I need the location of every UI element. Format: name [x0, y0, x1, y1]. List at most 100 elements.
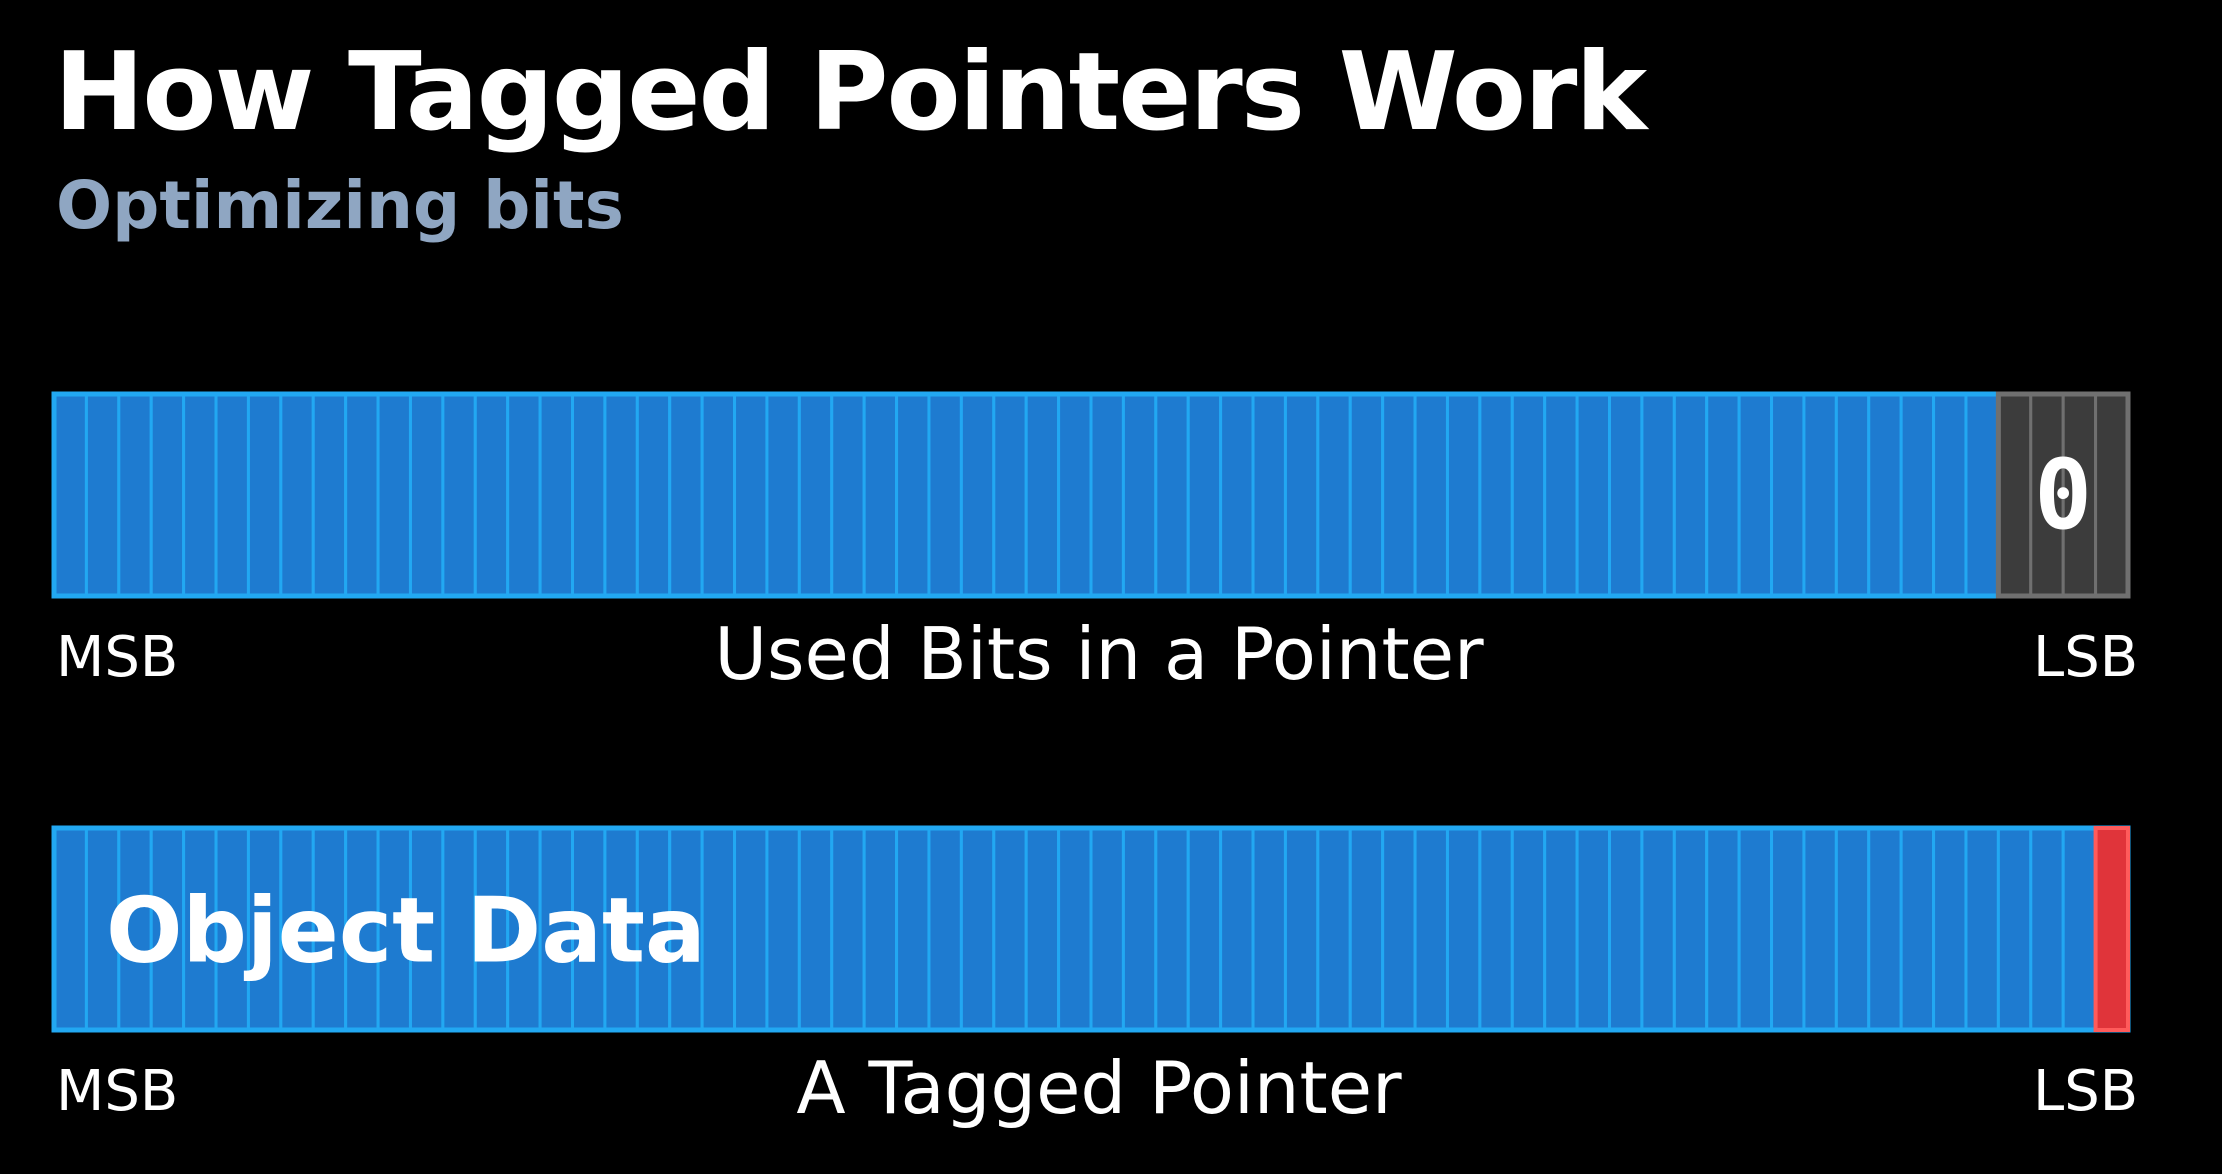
tagged-pointer-lsb-label: LSB	[2033, 1059, 2139, 1124]
used-bit-cell	[214, 392, 250, 598]
used-bits-lsb-label: LSB	[2033, 625, 2139, 690]
used-bit-cell	[1478, 392, 1514, 598]
object-data-bit-cell	[1932, 826, 1968, 1032]
object-data-bit-cell	[571, 826, 607, 1032]
tagged-pointer-bar: Object Data	[51, 825, 2131, 1033]
low-bit-cell	[2094, 392, 2130, 598]
used-bits-bar: 0	[51, 391, 2131, 599]
object-data-bit-cell	[1996, 826, 2033, 1032]
object-data-bit-cell	[1964, 826, 2000, 1032]
object-data-bit-cell	[1251, 826, 1287, 1032]
used-bit-cell	[603, 392, 639, 598]
used-bit-cell	[1154, 392, 1190, 598]
object-data-bit-cell	[1219, 826, 1255, 1032]
object-data-bit-cell	[992, 826, 1028, 1032]
low-bits-zero-label: 0	[2034, 439, 2092, 551]
object-data-bit-cell	[52, 826, 88, 1032]
used-bit-cell	[344, 392, 380, 598]
object-data-bit-cell	[733, 826, 769, 1032]
low-bits-outline	[1995, 391, 2131, 599]
used-bit-cell	[473, 392, 510, 598]
used-bit-cell	[635, 392, 672, 598]
object-data-bit-cell	[1899, 826, 1936, 1032]
object-data-bit-cell	[538, 826, 574, 1032]
used-bit-cell	[182, 392, 218, 598]
object-data-bit-cell	[1057, 826, 1093, 1032]
used-bit-cell	[1121, 392, 1158, 598]
used-bit-cell	[1316, 392, 1352, 598]
used-bit-cell	[117, 392, 153, 598]
object-data-bit-cell	[1543, 826, 1579, 1032]
used-bit-cell	[1932, 392, 1968, 598]
used-bit-cell	[1024, 392, 1061, 598]
used-bit-cell	[1283, 392, 1320, 598]
object-data-bit-cell	[959, 826, 996, 1032]
used-bit-cell	[862, 392, 899, 598]
slide-title: How Tagged Pointers Work	[54, 30, 1647, 155]
object-data-bit-cell	[1802, 826, 1838, 1032]
tagged-pointer-msb-label: MSB	[56, 1059, 179, 1124]
used-bit-cell	[149, 392, 186, 598]
object-data-bit-cell	[1737, 826, 1774, 1032]
used-bit-cell	[959, 392, 996, 598]
used-bit-cell	[52, 392, 88, 598]
object-data-bit-cell	[797, 826, 834, 1032]
object-data-bit-cell	[1640, 826, 1676, 1032]
used-bit-cell	[1543, 392, 1579, 598]
used-bit-cell	[408, 392, 445, 598]
object-data-bit-cell	[1089, 826, 1125, 1032]
used-bit-cell	[733, 392, 769, 598]
used-bit-cell	[1737, 392, 1774, 598]
used-bit-cell	[246, 392, 283, 598]
object-data-bit-cell	[2061, 826, 2098, 1032]
slide-subtitle: Optimizing bits	[56, 167, 624, 244]
used-bit-cell	[1381, 392, 1417, 598]
used-bit-cell	[1834, 392, 1871, 598]
used-bit-cell	[1899, 392, 1936, 598]
object-data-bit-cell	[927, 826, 963, 1032]
object-data-bit-cell	[1121, 826, 1158, 1032]
used-bits-caption: Used Bits in a Pointer	[714, 612, 1484, 696]
used-bit-cell	[765, 392, 801, 598]
used-bit-cell	[927, 392, 963, 598]
used-bit-cell	[1219, 392, 1255, 598]
object-data-bit-cell	[1186, 826, 1223, 1032]
used-bit-cell	[830, 392, 866, 598]
object-data-bit-cell	[895, 826, 931, 1032]
used-bit-cell	[571, 392, 607, 598]
used-bit-cell	[376, 392, 412, 598]
object-data-label: Object Data	[106, 879, 706, 984]
used-bit-cell	[1575, 392, 1611, 598]
used-bit-cell	[279, 392, 315, 598]
used-bit-cell	[1413, 392, 1449, 598]
object-data-bit-cell	[117, 826, 153, 1032]
used-bit-cell	[538, 392, 574, 598]
used-bit-cell	[311, 392, 348, 598]
object-data-bit-cell	[1705, 826, 1741, 1032]
object-data-bit-cell	[1770, 826, 1806, 1032]
object-data-bit-cell	[862, 826, 899, 1032]
object-data-bit-cell	[830, 826, 866, 1032]
used-bit-cell	[895, 392, 931, 598]
object-data-bit-cell	[700, 826, 737, 1032]
object-data-bit-cell	[1024, 826, 1061, 1032]
object-data-bit-cell	[1834, 826, 1871, 1032]
used-bit-cell	[1964, 392, 2000, 598]
used-bit-cell	[668, 392, 704, 598]
used-bit-cell	[1705, 392, 1741, 598]
used-bit-cell	[1089, 392, 1125, 598]
used-bit-cell	[1251, 392, 1287, 598]
object-data-bit-cell	[376, 826, 412, 1032]
object-data-bit-cell	[1316, 826, 1352, 1032]
used-bit-cell	[992, 392, 1028, 598]
object-data-bit-cell	[1672, 826, 1709, 1032]
used-bit-cell	[1640, 392, 1676, 598]
used-bit-cell	[1348, 392, 1385, 598]
object-data-bit-cell	[1575, 826, 1611, 1032]
used-bit-cell	[1802, 392, 1838, 598]
object-data-bit-cell	[1154, 826, 1190, 1032]
object-data-bit-cell	[1510, 826, 1547, 1032]
used-bit-cell	[1867, 392, 1903, 598]
low-bit-cell	[1996, 392, 2033, 598]
used-bit-cell	[1445, 392, 1482, 598]
